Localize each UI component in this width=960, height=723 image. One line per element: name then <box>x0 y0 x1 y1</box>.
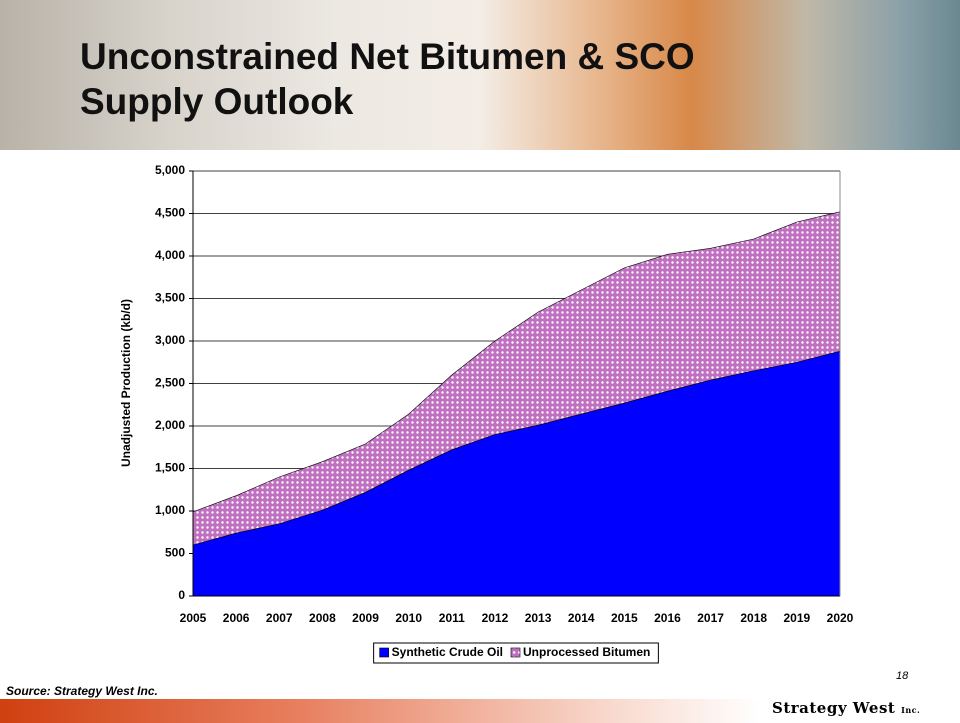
x-tick-label: 2015 <box>611 611 638 625</box>
y-tick-label: 0 <box>178 588 185 602</box>
x-tick-label: 2008 <box>309 611 336 625</box>
logo-word: West <box>852 699 896 717</box>
source-note: Source: Strategy West Inc. <box>6 684 158 698</box>
x-tick-label: 2013 <box>525 611 552 625</box>
y-tick-label: 1,500 <box>155 461 185 475</box>
y-tick-label: 3,000 <box>155 333 185 347</box>
legend-swatch <box>510 647 521 658</box>
y-tick-label: 3,500 <box>155 291 185 305</box>
x-tick-label: 2010 <box>395 611 422 625</box>
y-tick-label: 2,500 <box>155 376 185 390</box>
x-tick-label: 2014 <box>568 611 595 625</box>
x-tick-label: 2017 <box>697 611 724 625</box>
y-tick-label: 4,000 <box>155 248 185 262</box>
x-tick-label: 2007 <box>266 611 293 625</box>
y-tick-label: 500 <box>165 546 185 560</box>
legend: Synthetic Crude Oil Unprocessed Bitumen <box>373 642 659 664</box>
x-tick-label: 2011 <box>439 611 465 625</box>
x-tick-label: 2020 <box>827 611 854 625</box>
header-banner <box>0 0 960 150</box>
slide-title: Unconstrained Net Bitumen & SCO Supply O… <box>80 36 695 122</box>
x-tick-label: 2012 <box>482 611 509 625</box>
logo: Strategy West Inc. <box>772 699 920 717</box>
y-tick-label: 5,000 <box>155 163 185 177</box>
x-tick-label: 2019 <box>784 611 811 625</box>
y-tick-label: 4,500 <box>155 206 185 220</box>
x-tick-label: 2006 <box>223 611 250 625</box>
x-tick-label: 2018 <box>740 611 767 625</box>
logo-suffix: Inc. <box>901 705 921 715</box>
y-axis-label: Unadjusted Production (kb/d) <box>119 299 133 467</box>
logo-word: Strategy <box>772 699 848 717</box>
footer-bar <box>0 699 760 723</box>
y-tick-label: 1,000 <box>155 503 185 517</box>
legend-swatch <box>379 647 389 658</box>
x-tick-label: 2009 <box>352 611 379 625</box>
page-number: 18 <box>896 670 909 682</box>
x-tick-label: 2016 <box>654 611 681 625</box>
y-tick-label: 2,000 <box>155 418 185 432</box>
legend-label: Synthetic Crude Oil <box>392 645 503 659</box>
legend-label: Unprocessed Bitumen <box>523 645 650 659</box>
x-tick-label: 2005 <box>180 611 207 625</box>
